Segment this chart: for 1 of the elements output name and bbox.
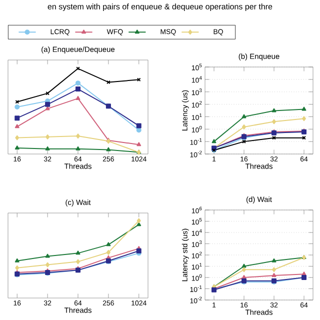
text: en system with pairs of enqueue & dequeue operations per thre xyxy=(48,4,272,11)
